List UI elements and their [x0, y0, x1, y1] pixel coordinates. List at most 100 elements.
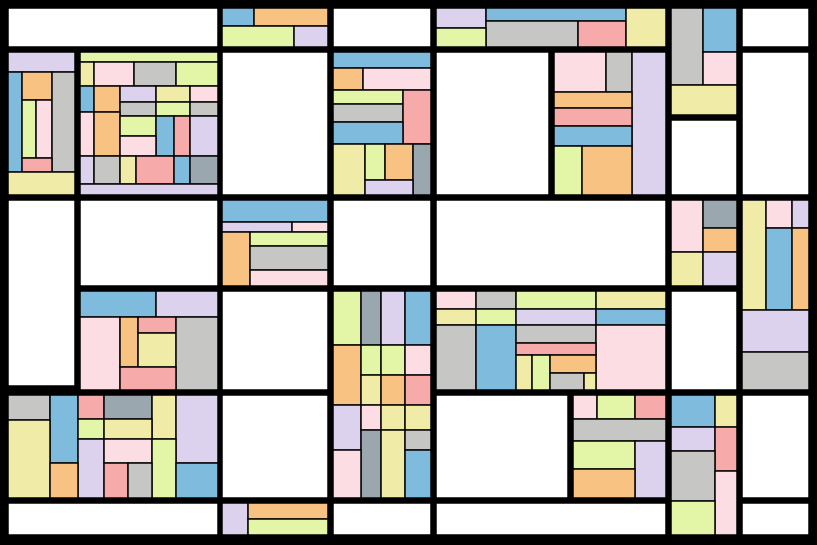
- mosaic-tile: [404, 449, 432, 499]
- mosaic-tile: [670, 119, 738, 196]
- mosaic-tile: [7, 51, 76, 73]
- mosaic-tile: [595, 290, 667, 310]
- mosaic-tile: [364, 179, 414, 196]
- mosaic-tile: [119, 155, 137, 185]
- mosaic-tile: [702, 251, 738, 287]
- mosaic-tile: [360, 344, 382, 376]
- mosaic-tile: [572, 394, 598, 420]
- mosaic-tile: [332, 344, 362, 406]
- mosaic-tile: [21, 99, 37, 159]
- mosaic-tile: [175, 316, 219, 391]
- mosaic-tile: [79, 61, 95, 87]
- mosaic-tile: [625, 7, 667, 48]
- mosaic-tile: [572, 468, 636, 499]
- mosaic-tile: [714, 470, 738, 536]
- mosaic-tile: [189, 85, 219, 103]
- mosaic-tile: [103, 462, 129, 499]
- mosaic-tile: [515, 290, 597, 310]
- mosaic-tile: [79, 199, 219, 287]
- mosaic-tile: [572, 440, 636, 470]
- mosaic-tile: [765, 227, 793, 311]
- mosaic-tile: [702, 227, 738, 253]
- mosaic-tile: [380, 290, 406, 346]
- mosaic-tile: [741, 394, 810, 499]
- mosaic-tile: [189, 115, 219, 157]
- mosaic-tile: [119, 316, 139, 368]
- mosaic-tile: [714, 394, 738, 428]
- mosaic-tile: [549, 372, 585, 391]
- mosaic-tile: [79, 290, 157, 318]
- mosaic-tile: [291, 221, 329, 233]
- mosaic-tile: [7, 7, 219, 48]
- mosaic-tile: [7, 419, 51, 499]
- mosaic-tile: [670, 290, 738, 391]
- mosaic-tile: [77, 438, 105, 499]
- mosaic-tile: [549, 354, 597, 374]
- mosaic-tile: [175, 394, 219, 464]
- mosaic-tile: [119, 135, 157, 157]
- mosaic-tile: [670, 251, 704, 287]
- tile-layer: [7, 7, 810, 536]
- mosaic-tile: [702, 7, 738, 53]
- mosaic-tile: [364, 143, 386, 181]
- mosaic-tile: [515, 324, 597, 344]
- mosaic-tile: [404, 374, 432, 406]
- mosaic-tile: [485, 20, 579, 48]
- mosaic-tile: [221, 290, 329, 391]
- mosaic-tile: [741, 502, 810, 536]
- mosaic-tile: [249, 245, 329, 271]
- mosaic-tile: [515, 308, 597, 326]
- mosaic-tile: [435, 27, 487, 48]
- mosaic-tile: [702, 51, 738, 86]
- mosaic-tile: [380, 404, 406, 431]
- mosaic-tile: [7, 502, 219, 536]
- mosaic-tile: [702, 199, 738, 229]
- mosaic-tile: [103, 394, 153, 420]
- mosaic-tile: [135, 155, 175, 185]
- mosaic-tile: [249, 231, 329, 247]
- mosaic-tile: [51, 71, 76, 173]
- mosaic-tile: [404, 344, 432, 376]
- mosaic-tile: [714, 426, 738, 472]
- mosaic-tile: [7, 71, 23, 173]
- mosaic-tile: [670, 500, 716, 536]
- mosaic-tile: [531, 354, 551, 391]
- mosaic-tile: [360, 290, 382, 346]
- mosaic-tile: [631, 51, 667, 196]
- mosaic-tile: [572, 418, 667, 442]
- mosaic-tile: [515, 342, 597, 356]
- mosaic-tile: [103, 418, 153, 440]
- mosaic-tile: [765, 199, 793, 229]
- mosaic-tile: [221, 231, 251, 287]
- mosaic-tile: [553, 91, 633, 109]
- mosaic-tile: [485, 7, 627, 22]
- mosaic-tile: [670, 7, 704, 86]
- mosaic-tile: [133, 61, 177, 87]
- mosaic-tile: [605, 51, 633, 93]
- mosaic-tile: [175, 462, 219, 499]
- mosaic-tile: [435, 199, 667, 287]
- mosaic-tile: [221, 199, 329, 223]
- mosaic-tile: [247, 502, 329, 520]
- mosaic-tile: [332, 404, 362, 451]
- mosaic-tile: [670, 450, 716, 502]
- mosaic-tile: [77, 418, 105, 440]
- mosaic-tile: [360, 404, 382, 431]
- mosaic-tile: [360, 429, 382, 499]
- mosaic-tile: [7, 394, 51, 421]
- mosaic-tile: [380, 374, 406, 406]
- mosaic-tile: [79, 316, 121, 391]
- mosaic-tile: [384, 143, 414, 181]
- mosaic-tile: [404, 404, 432, 431]
- mosaic-tile: [93, 85, 121, 113]
- mosaic-tile: [577, 20, 627, 48]
- mosaic-tile: [35, 99, 53, 159]
- mosaic-tile: [221, 394, 329, 499]
- mosaic-tile: [332, 199, 432, 287]
- mosaic-tile: [435, 308, 477, 326]
- mosaic-tile: [412, 143, 432, 196]
- mosaic-tile: [21, 157, 53, 173]
- mosaic-tile: [435, 51, 550, 196]
- mosaic-tile: [553, 125, 633, 147]
